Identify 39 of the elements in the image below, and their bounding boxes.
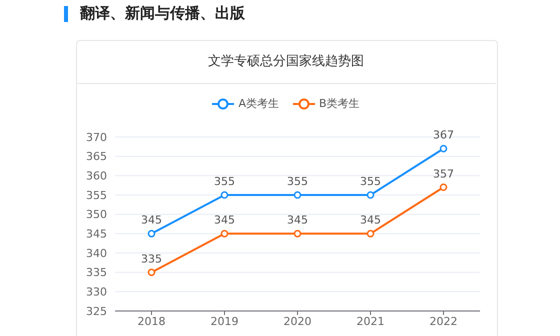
y-tick-label: 360 bbox=[86, 170, 107, 183]
chart-title: 翻译、新闻与传播、出版 bbox=[80, 4, 245, 23]
point bbox=[366, 191, 374, 199]
point bbox=[148, 230, 156, 238]
y-tick-label: 330 bbox=[86, 286, 107, 299]
x-tick-label: 2018 bbox=[138, 314, 166, 328]
y-tick-label: 335 bbox=[86, 266, 107, 280]
data-label: 355 bbox=[287, 175, 308, 188]
point bbox=[148, 268, 156, 276]
point bbox=[220, 230, 228, 238]
x-tick-label: 2021 bbox=[356, 314, 384, 328]
y-tick-label: 365 bbox=[86, 150, 107, 164]
point bbox=[440, 184, 448, 192]
point bbox=[366, 230, 374, 238]
data-label: 355 bbox=[360, 175, 381, 188]
y-tick-label: 345 bbox=[86, 228, 107, 241]
x-tick-label: 2022 bbox=[430, 314, 458, 328]
point bbox=[440, 144, 448, 152]
legend-label: B类考生 bbox=[318, 96, 360, 111]
data-label: 345 bbox=[214, 214, 235, 227]
data-label: 335 bbox=[141, 252, 162, 266]
data-label: 357 bbox=[433, 167, 454, 180]
data-label: 367 bbox=[433, 128, 454, 142]
y-tick-label: 325 bbox=[86, 304, 107, 318]
legend-label: A类考生 bbox=[238, 96, 279, 111]
x-tick-label: 2019 bbox=[210, 314, 238, 328]
point bbox=[294, 230, 302, 238]
chart-subtitle: 文学专硕总分国家线趋势图 bbox=[207, 53, 365, 70]
point bbox=[220, 191, 228, 199]
data-label: 355 bbox=[214, 175, 235, 188]
data-label: 345 bbox=[287, 214, 308, 227]
point bbox=[294, 191, 302, 199]
y-tick-label: 350 bbox=[86, 208, 107, 222]
y-tick-label: 355 bbox=[86, 188, 107, 202]
y-tick-label: 370 bbox=[86, 130, 107, 144]
data-label: 345 bbox=[360, 214, 381, 227]
x-tick-label: 2020 bbox=[284, 314, 312, 328]
y-tick-label: 340 bbox=[86, 246, 107, 260]
data-label: 345 bbox=[141, 214, 162, 227]
